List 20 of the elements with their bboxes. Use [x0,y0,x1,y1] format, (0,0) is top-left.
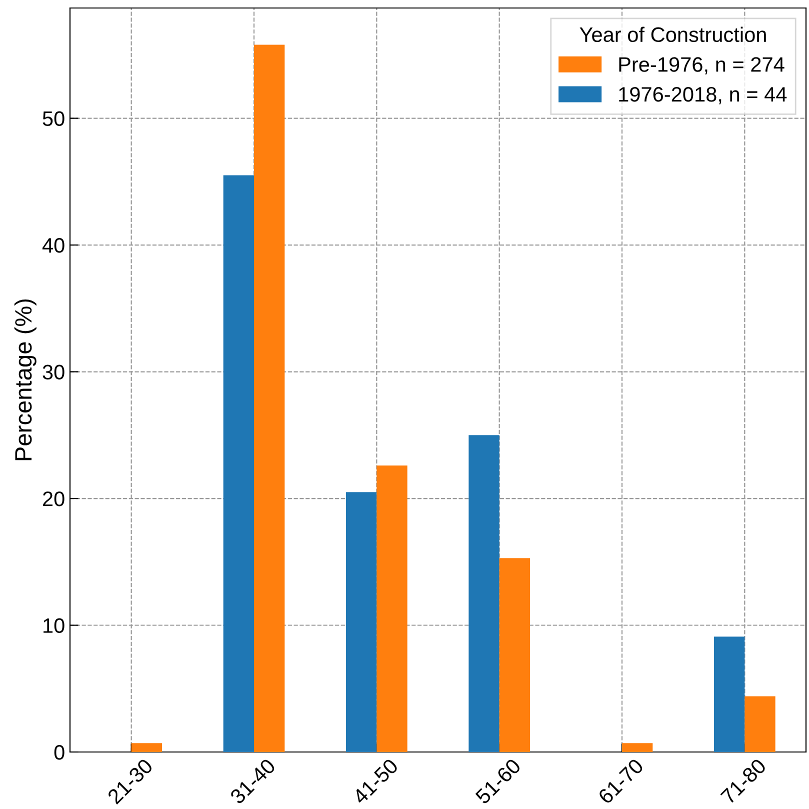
bar [131,743,162,752]
bar [468,435,500,752]
bar [622,743,653,752]
y-tick-label: 0 [54,745,64,760]
bar [346,492,377,752]
bar [223,175,254,752]
y-tick-label: 50 [42,111,64,126]
bar [744,696,776,752]
y-axis-title: Percentage (%) [14,299,36,460]
bar [376,466,408,752]
y-tick-label: 10 [44,618,64,634]
bar [714,636,745,752]
legend-label: Pre-1976, n = 274 [619,57,784,74]
legend-title: Year of Construction [580,26,766,42]
legend-label: 1976-2018, n = 44 [619,86,787,104]
bar [254,44,285,752]
bar [499,558,530,752]
y-tick-label: 20 [43,492,64,506]
y-tick-label: 30 [42,364,64,380]
y-tick-label: 40 [42,238,64,253]
